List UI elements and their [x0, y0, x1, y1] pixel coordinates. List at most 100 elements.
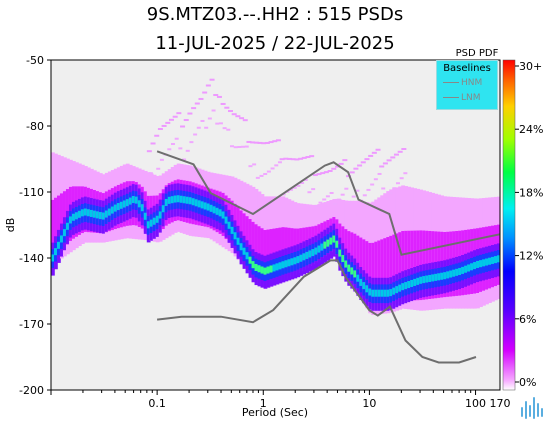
outlier-dash — [185, 149, 190, 152]
density-cell-peak — [179, 195, 184, 203]
density-cell-peak — [323, 241, 328, 249]
outlier-dash — [194, 102, 200, 105]
y-axis-label: dB — [4, 218, 17, 233]
density-cell-peak — [65, 222, 70, 230]
outlier-dash — [318, 201, 323, 204]
outlier-dash — [248, 165, 253, 168]
legend-item-lnm: LNM — [443, 93, 481, 103]
outlier-dash — [229, 145, 234, 148]
density-cell-peak — [287, 259, 292, 267]
outlier-dash — [233, 146, 238, 149]
density-cell-peak — [239, 243, 244, 251]
density-cell-peak — [227, 221, 232, 229]
outlier-dash — [250, 141, 256, 144]
density-cell-peak — [332, 235, 337, 243]
density-cell-peak — [164, 198, 169, 206]
density-cell-peak — [110, 206, 115, 214]
outlier-dash — [349, 171, 355, 174]
outlier-dash — [239, 117, 245, 120]
outlier-dash — [379, 165, 385, 168]
outlier-dash — [305, 156, 311, 159]
x-axis-label: Period (Sec) — [242, 406, 308, 419]
outlier-dash — [218, 122, 223, 125]
chart-title: 9S.MTZ03.--.HH2 : 515 PSDs — [146, 4, 404, 25]
density-cell-peak — [401, 283, 406, 291]
outlier-dash — [204, 126, 209, 129]
outlier-dash — [292, 186, 297, 189]
density-cell-peak — [371, 289, 376, 297]
density-cell-peak — [146, 221, 151, 229]
density-cell-peak — [479, 260, 483, 268]
outlier-dash — [373, 178, 378, 181]
density-cell-peak — [122, 200, 127, 208]
outlier-dash — [348, 201, 353, 204]
outlier-dash — [392, 187, 397, 190]
density-cell-peak — [326, 239, 331, 247]
outlier-dash — [397, 150, 403, 153]
density-cell-low — [248, 219, 253, 270]
outlier-dash — [196, 126, 201, 129]
density-cell-peak — [410, 279, 414, 287]
density-cell-peak — [314, 247, 319, 255]
plot-frame — [50, 59, 501, 391]
x-tick-label: 1 — [260, 397, 267, 410]
outlier-dash — [167, 148, 172, 151]
density-cell-peak — [422, 276, 426, 284]
density-cell-peak — [461, 266, 465, 274]
outlier-dash — [150, 142, 156, 145]
x-tick-label: 0.1 — [148, 397, 166, 410]
outlier-dash — [283, 157, 289, 160]
x-tick-label: 100 — [465, 397, 486, 410]
density-cell-peak — [389, 289, 394, 297]
density-cell-peak — [311, 249, 316, 257]
density-cell-peak — [53, 248, 58, 256]
y-tick-label: -110 — [19, 186, 44, 199]
density-cell-peak — [275, 263, 280, 271]
density-cell-peak — [272, 264, 277, 272]
density-cell-peak — [464, 265, 468, 273]
outlier-dash — [388, 192, 393, 195]
density-cell-low — [53, 197, 58, 259]
outlier-dash — [253, 141, 259, 144]
density-cell-peak — [284, 260, 289, 268]
outlier-dash — [270, 167, 275, 170]
density-cell-low — [386, 237, 391, 307]
density-cell-peak — [59, 235, 64, 243]
outlier-dash — [216, 95, 222, 98]
density-cell-peak — [386, 289, 391, 297]
density-cell-peak — [281, 261, 286, 269]
outlier-dash — [200, 119, 205, 122]
outlier-dash — [161, 124, 167, 127]
outlier-dash — [202, 91, 208, 94]
density-cell-peak — [293, 257, 298, 265]
density-cell-peak — [335, 240, 340, 248]
density-cell-peak — [359, 278, 364, 286]
density-cell-peak — [467, 264, 471, 272]
outlier-dash — [375, 148, 381, 151]
density-cell-peak — [476, 260, 480, 268]
colorbar-tick-label: 12% — [519, 250, 543, 263]
outlier-dash — [329, 192, 334, 194]
density-cell-peak — [494, 256, 498, 264]
outlier-dash — [246, 140, 252, 143]
density-cell-peak — [488, 257, 492, 265]
density-cell-peak — [98, 212, 103, 220]
density-cell-peak — [80, 209, 85, 217]
outlier-dash — [165, 121, 171, 124]
density-cell-peak — [155, 215, 160, 223]
outlier-dash — [226, 128, 231, 131]
outlier-dash — [401, 148, 407, 150]
density-cell-low — [395, 233, 400, 304]
density-cell-low — [251, 221, 256, 274]
outlier-dash — [344, 187, 349, 190]
outlier-dash — [325, 195, 330, 198]
density-cell-peak — [137, 200, 142, 208]
outlier-dash — [205, 84, 211, 87]
outlier-dash — [353, 167, 359, 170]
outlier-dash — [307, 191, 312, 194]
outlier-dash — [146, 150, 152, 153]
density-cell-peak — [188, 197, 193, 205]
outlier-dash — [395, 182, 400, 185]
outlier-dash — [191, 107, 197, 110]
outlier-dash — [182, 158, 187, 161]
